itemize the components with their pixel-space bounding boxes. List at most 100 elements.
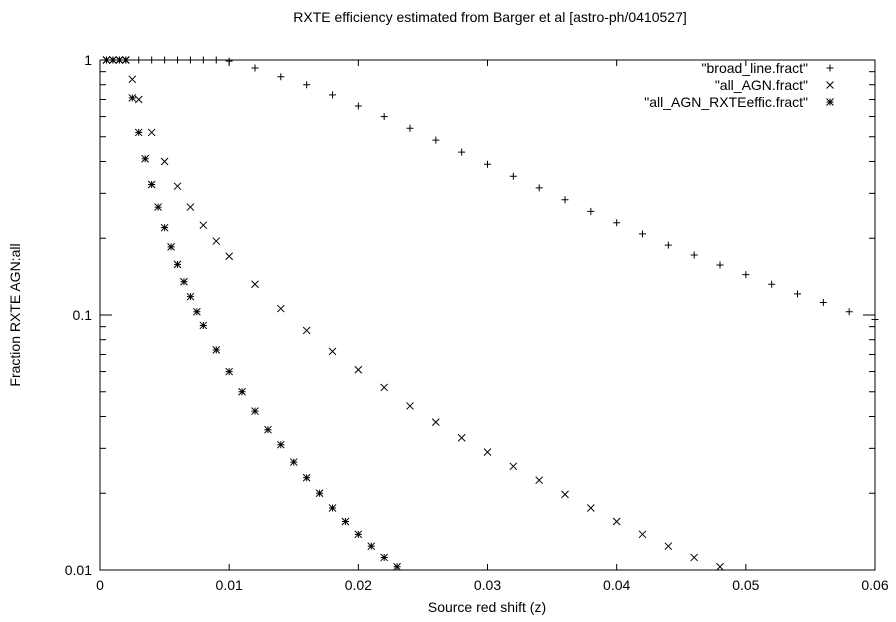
- x-tick-label: 0.05: [732, 577, 759, 593]
- data-point: [212, 237, 221, 245]
- data-point: [457, 433, 466, 442]
- legend-marker: [826, 64, 834, 72]
- data-point: [819, 298, 827, 306]
- data-point: [690, 251, 698, 259]
- data-point: [484, 160, 491, 168]
- data-point: [458, 148, 466, 156]
- data-point: [180, 277, 188, 286]
- legend: "broad_line.fract""all_AGN.fract""all_AG…: [644, 60, 834, 110]
- data-point: [794, 290, 801, 298]
- data-point: [432, 136, 440, 144]
- x-tick-label: 0.03: [474, 577, 501, 593]
- data-point: [199, 221, 208, 230]
- legend-label: "broad_line.fract": [702, 60, 808, 76]
- data-point: [102, 56, 111, 64]
- data-series: [102, 56, 879, 571]
- legend-label: "all_AGN_RXTEeffic.fract": [644, 94, 808, 110]
- x-axis-label: Source red shift (z): [428, 599, 546, 615]
- data-point: [109, 56, 117, 64]
- data-point: [199, 56, 207, 64]
- y-tick-label: 1: [84, 52, 92, 68]
- x-tick-label: 0.01: [216, 577, 243, 593]
- x-tick-label: 0.04: [603, 577, 630, 593]
- data-point: [277, 73, 285, 81]
- data-point: [664, 241, 672, 249]
- series-2: [102, 56, 724, 571]
- data-point: [148, 56, 156, 64]
- data-point: [393, 562, 401, 571]
- data-point: [315, 489, 324, 498]
- data-point: [160, 157, 169, 166]
- x-tick-label: 0.02: [345, 577, 372, 593]
- data-point: [690, 553, 699, 562]
- data-point: [535, 476, 544, 485]
- data-point: [173, 260, 182, 269]
- data-point: [509, 462, 518, 471]
- data-point: [561, 490, 569, 499]
- data-point: [303, 81, 311, 89]
- data-point: [302, 326, 311, 335]
- data-point: [354, 365, 363, 374]
- data-point: [134, 128, 143, 137]
- data-point: [174, 56, 181, 64]
- data-point: [380, 553, 389, 562]
- data-point: [225, 57, 233, 65]
- series-1: [102, 56, 879, 324]
- x-tick-labels: 0 0.01 0.02 0.03 0.04 0.05 0.06: [96, 577, 889, 593]
- data-point: [225, 252, 234, 261]
- data-point: [406, 124, 414, 132]
- data-point: [354, 102, 362, 110]
- data-point: [380, 113, 388, 121]
- chart-title: RXTE efficiency estimated from Barger et…: [293, 9, 687, 25]
- data-point: [212, 56, 220, 64]
- data-point: [154, 203, 162, 211]
- x-tick-label: 0: [96, 577, 104, 593]
- data-point: [251, 64, 259, 72]
- y-axis-label: Fraction RXTE AGN:all: [7, 243, 23, 386]
- data-point: [186, 292, 195, 301]
- data-point: [509, 172, 517, 180]
- data-point: [128, 75, 137, 84]
- data-point: [380, 383, 389, 392]
- data-point: [141, 154, 150, 163]
- data-point: [115, 56, 124, 64]
- data-point: [613, 219, 621, 227]
- data-point: [147, 180, 156, 189]
- data-point: [406, 402, 414, 410]
- data-point: [167, 243, 175, 251]
- data-point: [238, 387, 246, 396]
- data-point: [328, 347, 337, 356]
- data-point: [354, 530, 363, 539]
- data-point: [161, 56, 169, 64]
- y-tick-label: 0.1: [73, 307, 93, 323]
- data-point: [431, 418, 440, 427]
- data-point: [367, 542, 376, 551]
- legend-label: "all_AGN.fract": [715, 77, 808, 93]
- data-point: [251, 407, 259, 415]
- legend-marker: [826, 81, 834, 89]
- data-point: [264, 425, 272, 434]
- data-point: [160, 223, 169, 232]
- data-point: [586, 504, 595, 512]
- data-point: [587, 207, 595, 215]
- data-point: [199, 321, 208, 330]
- data-point: [638, 530, 647, 539]
- x-tick-label: 0.06: [861, 577, 888, 593]
- data-point: [768, 280, 776, 288]
- data-point: [535, 184, 543, 192]
- legend-marker: [826, 98, 834, 106]
- data-point: [121, 56, 130, 64]
- data-point: [341, 517, 350, 526]
- data-point: [186, 203, 195, 211]
- data-point: [483, 448, 492, 456]
- data-point: [186, 56, 194, 64]
- data-point: [716, 562, 724, 571]
- y-tick-labels: 0.01 0.1 1: [65, 52, 92, 578]
- data-point: [276, 440, 285, 449]
- plot-frame: [99, 59, 876, 571]
- data-point: [212, 345, 221, 354]
- data-point: [561, 196, 569, 204]
- data-point: [328, 504, 337, 512]
- data-point: [664, 542, 673, 551]
